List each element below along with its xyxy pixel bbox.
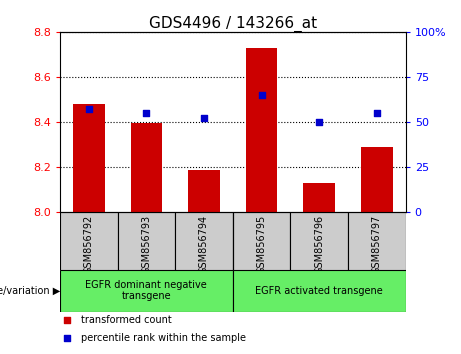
Point <box>63 335 71 341</box>
Text: EGFR activated transgene: EGFR activated transgene <box>255 286 383 296</box>
Point <box>63 318 71 323</box>
Point <box>258 92 266 98</box>
Bar <box>361 147 393 212</box>
Bar <box>233 270 406 312</box>
Bar <box>175 212 233 270</box>
Bar <box>60 212 118 270</box>
Text: GSM856792: GSM856792 <box>84 215 94 274</box>
Bar <box>233 212 290 270</box>
Bar <box>290 212 348 270</box>
Bar <box>73 104 105 212</box>
Text: transformed count: transformed count <box>81 315 171 325</box>
Text: GSM856793: GSM856793 <box>142 215 151 274</box>
Bar <box>60 270 233 312</box>
Text: EGFR dominant negative
transgene: EGFR dominant negative transgene <box>85 280 207 302</box>
Text: GSM856794: GSM856794 <box>199 215 209 274</box>
Title: GDS4496 / 143266_at: GDS4496 / 143266_at <box>149 16 317 32</box>
Text: percentile rank within the sample: percentile rank within the sample <box>81 333 246 343</box>
Point <box>142 110 150 116</box>
Bar <box>118 212 175 270</box>
Text: GSM856796: GSM856796 <box>314 215 324 274</box>
Bar <box>130 123 162 212</box>
Point <box>85 107 92 112</box>
Text: GSM856797: GSM856797 <box>372 215 382 274</box>
Text: genotype/variation ▶: genotype/variation ▶ <box>0 286 60 296</box>
Point <box>373 110 381 116</box>
Bar <box>188 170 220 212</box>
Point <box>315 119 323 125</box>
Bar <box>303 183 335 212</box>
Text: GSM856795: GSM856795 <box>257 215 266 274</box>
Point <box>200 115 207 121</box>
Bar <box>246 47 278 212</box>
Bar <box>348 212 406 270</box>
